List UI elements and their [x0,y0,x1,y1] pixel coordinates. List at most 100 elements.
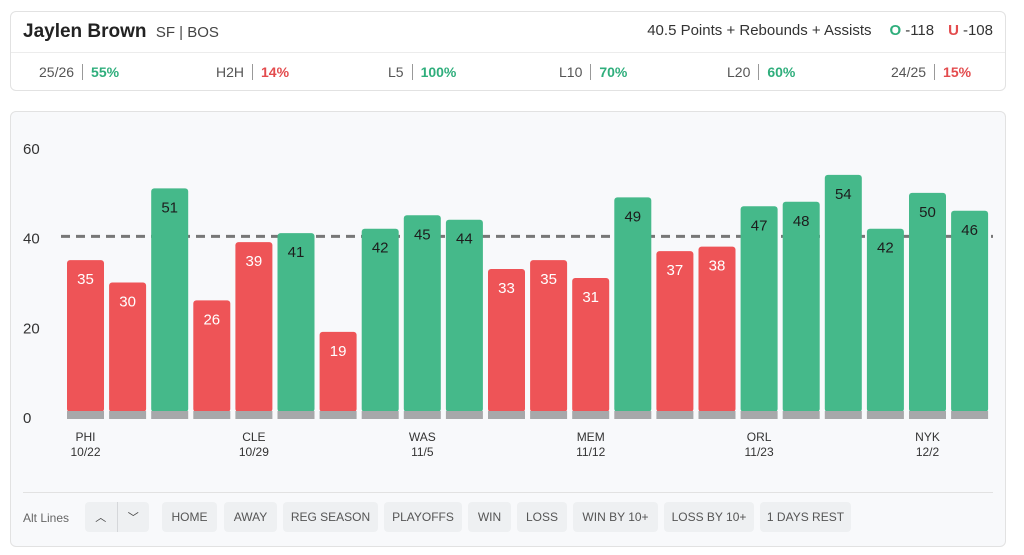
bar-base [319,411,357,419]
bar-base [782,411,820,419]
x-date-label: 11/12 [576,445,605,459]
over-odds[interactable]: -118 [905,22,935,39]
x-date-label: 10/22 [70,445,100,459]
bar-value-label: 30 [119,294,136,311]
stat-label: 25/26 [39,64,84,80]
stat-season[interactable]: 25/26 55% [39,64,119,80]
stat-l10[interactable]: L10 70% [559,64,627,80]
bar-over [614,197,652,412]
bar-under [67,260,104,412]
stat-value: 70% [599,64,628,80]
filter-win-by-10-button[interactable]: WIN BY 10+ [573,502,658,532]
under-icon: U [948,22,959,39]
bar-over [951,210,989,412]
stat-label: 24/25 [891,64,936,80]
stat-l20[interactable]: L20 60% [727,64,795,80]
filter-home-button[interactable]: HOME [162,502,217,532]
bar-over [277,233,315,412]
title-row: Jaylen Brown SF | BOS 40.5 Points + Rebo… [11,12,1005,53]
game-log-chart: 0 20 40 60 35 30 51 26 39 41 19 42 45 44 33 35 31 49 37 38 4… [23,141,993,459]
bar-value-label: 26 [203,311,220,328]
stat-label: L10 [559,64,592,80]
bar-value-label: 35 [540,271,557,288]
bar-value-label: 35 [77,271,94,288]
bar-base [866,411,904,419]
bar-over [782,201,820,412]
bar-base [488,411,525,419]
stat-value: 55% [91,64,120,80]
bar-under [235,242,273,412]
y-tick-label: 60 [23,141,40,158]
bar-under [319,331,357,412]
bar-base [572,411,610,419]
bar-base [698,411,736,419]
bar-base [67,411,104,419]
game-log-chart-card: 0 20 40 60 35 30 51 26 39 41 19 42 45 44 33 35 31 49 37 38 4… [10,111,1006,547]
x-team-label: ORL [747,430,772,444]
stat-prev-season[interactable]: 24/25 15% [891,64,971,80]
stat-value: 60% [767,64,796,80]
x-team-label: WAS [409,430,436,444]
bar-value-label: 19 [330,343,347,360]
bar-value-label: 41 [288,244,305,261]
x-team-label: PHI [75,430,95,444]
bar-base [656,411,694,419]
stat-label: L5 [388,64,413,80]
filter-away-button[interactable]: AWAY [224,502,277,532]
chevron-up-icon[interactable]: ︿ [95,512,107,524]
y-tick-label: 20 [23,320,40,337]
bar-value-label: 42 [372,240,389,257]
bar-over [824,174,862,412]
bar-base [151,411,189,419]
bar-over [361,228,399,412]
x-date-label: 11/5 [411,445,434,459]
bar-under [530,260,568,412]
bar-over [866,228,904,412]
bar-over [151,188,189,412]
x-team-label: MEM [577,430,605,444]
x-date-label: 11/23 [745,445,774,459]
alt-lines-label: Alt Lines [23,511,70,525]
bar-base [361,411,399,419]
bar-base [740,411,778,419]
bar-value-label: 48 [793,213,810,230]
bar-value-label: 54 [835,186,852,203]
bar-value-label: 33 [498,280,515,297]
bar-base [614,411,652,419]
bar-over [403,215,441,412]
x-team-label: CLE [242,430,265,444]
bar-under [193,300,231,412]
bar-base [277,411,315,419]
stat-value: 100% [420,64,457,80]
bar-base [235,411,273,419]
chevron-down-icon[interactable]: ﹀ [116,502,150,532]
filter-days-rest-button[interactable]: 1 DAYS REST [760,502,851,532]
filter-playoffs-button[interactable]: PLAYOFFS [384,502,462,532]
stat-value: 14% [261,64,290,80]
stat-h2h[interactable]: H2H 14% [216,64,289,80]
bar-value-label: 47 [751,217,768,234]
bar-base [530,411,568,419]
bar-base [951,411,989,419]
bar-base [445,411,483,419]
filter-loss-button[interactable]: LOSS [517,502,567,532]
under-odds[interactable]: -108 [962,22,993,39]
x-date-label: 10/29 [239,445,269,459]
alt-lines-stepper: ︿ ﹀ [85,502,149,532]
bar-under [109,282,147,412]
bar-value-label: 42 [877,240,894,257]
stat-label: L20 [727,64,760,80]
bar-value-label: 31 [582,289,599,306]
bar-over [909,192,946,412]
bar-value-label: 44 [456,231,473,248]
bar-value-label: 37 [667,262,684,279]
bar-base [824,411,862,419]
stat-label: H2H [216,64,254,80]
filter-reg-season-button[interactable]: REG SEASON [283,502,378,532]
player-position-team: SF | BOS [155,24,219,41]
stat-l5[interactable]: L5 100% [388,64,456,80]
player-title: Jaylen Brown SF | BOS [23,21,219,43]
filter-loss-by-10-button[interactable]: LOSS BY 10+ [664,502,754,532]
bar-over [445,219,483,412]
filter-win-button[interactable]: WIN [468,502,511,532]
